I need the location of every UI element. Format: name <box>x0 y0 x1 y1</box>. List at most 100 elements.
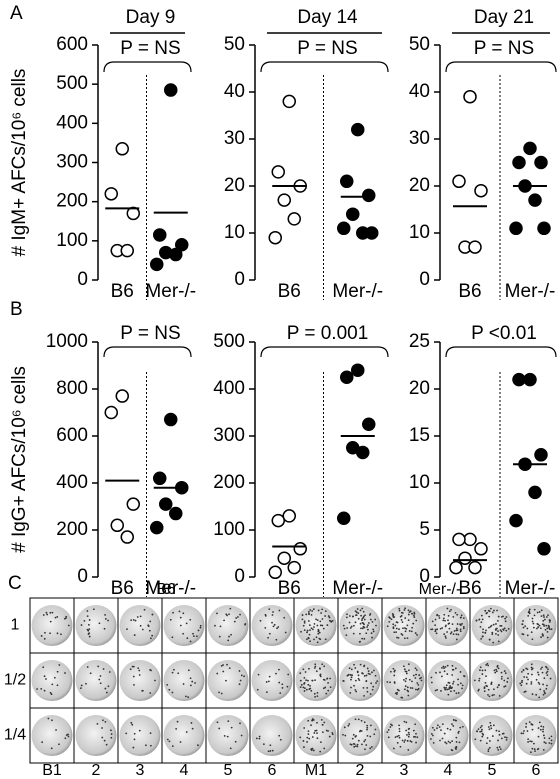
spot <box>489 724 492 727</box>
spot <box>197 629 200 632</box>
spot <box>243 675 246 678</box>
spot <box>386 625 389 628</box>
spot <box>492 688 495 691</box>
spot <box>191 680 194 683</box>
spot <box>287 673 290 676</box>
spot <box>533 608 536 611</box>
spot <box>550 735 553 738</box>
spot <box>168 740 171 743</box>
spot <box>275 672 277 675</box>
data-point <box>277 193 291 207</box>
spot <box>502 628 504 631</box>
spot <box>431 620 434 623</box>
spot <box>497 667 500 670</box>
spot <box>488 695 491 698</box>
spot <box>136 616 139 618</box>
data-point <box>153 228 167 242</box>
spot <box>229 607 232 610</box>
spot <box>348 621 351 624</box>
spot <box>546 670 549 673</box>
spot <box>320 718 323 721</box>
x-tick-label: Mer-/- <box>145 578 196 599</box>
panel-label: A <box>10 3 23 24</box>
spot <box>311 679 314 682</box>
spot <box>527 672 530 675</box>
y-tick-label: 0 <box>419 269 430 290</box>
spot <box>322 627 325 630</box>
spot <box>387 736 390 739</box>
spot <box>305 613 308 616</box>
spot <box>462 626 465 628</box>
spot <box>283 616 286 619</box>
spot <box>519 682 522 685</box>
spot <box>388 616 391 619</box>
spot <box>356 745 359 748</box>
spot <box>51 719 53 722</box>
spot <box>443 613 446 616</box>
spot <box>448 686 451 689</box>
spot <box>366 726 369 729</box>
spot <box>478 677 481 680</box>
data-point <box>169 247 183 262</box>
spot <box>405 729 408 732</box>
spot <box>92 608 95 611</box>
spot <box>307 679 309 682</box>
spot <box>141 689 144 692</box>
spot <box>401 696 404 699</box>
spot <box>360 627 362 630</box>
spot <box>411 680 413 683</box>
data-point <box>337 511 351 525</box>
spot <box>491 611 494 614</box>
spot <box>436 628 439 631</box>
spot <box>306 736 309 739</box>
spot <box>318 637 321 640</box>
spot <box>540 615 543 618</box>
spot <box>359 632 361 635</box>
spot <box>357 718 360 721</box>
spot <box>316 732 318 735</box>
spot <box>313 623 316 625</box>
spot <box>50 693 53 696</box>
spot <box>49 691 52 694</box>
spot <box>315 618 317 621</box>
spot <box>182 612 185 615</box>
spot <box>530 666 533 669</box>
spot <box>503 627 506 630</box>
spot <box>239 613 241 616</box>
spot <box>479 730 482 733</box>
spot <box>520 684 523 687</box>
spot <box>302 668 305 671</box>
spot <box>326 624 329 626</box>
spot <box>359 622 362 625</box>
group-label: B6 <box>156 581 176 598</box>
spot <box>369 618 372 621</box>
spot <box>240 674 243 677</box>
spot <box>83 619 86 622</box>
y-tick-label: 30 <box>409 128 430 149</box>
spot <box>353 663 355 666</box>
spot <box>365 674 368 677</box>
spot <box>354 667 357 669</box>
spot <box>403 668 406 671</box>
spot <box>238 670 241 672</box>
spot <box>395 621 398 624</box>
spot <box>308 624 311 627</box>
spot <box>267 750 270 753</box>
spot <box>507 627 510 630</box>
spot <box>398 736 401 739</box>
spot <box>354 689 357 691</box>
spot <box>362 610 365 613</box>
spot <box>497 739 499 742</box>
spot <box>102 668 105 670</box>
spot <box>531 617 534 620</box>
spot <box>401 621 404 624</box>
spot <box>527 678 529 681</box>
data-point <box>346 207 360 221</box>
spot <box>355 690 358 693</box>
spot <box>537 671 539 674</box>
data-point <box>537 221 551 236</box>
spot <box>447 619 449 622</box>
spot <box>490 682 493 685</box>
spot <box>393 631 396 634</box>
spot <box>366 728 368 731</box>
